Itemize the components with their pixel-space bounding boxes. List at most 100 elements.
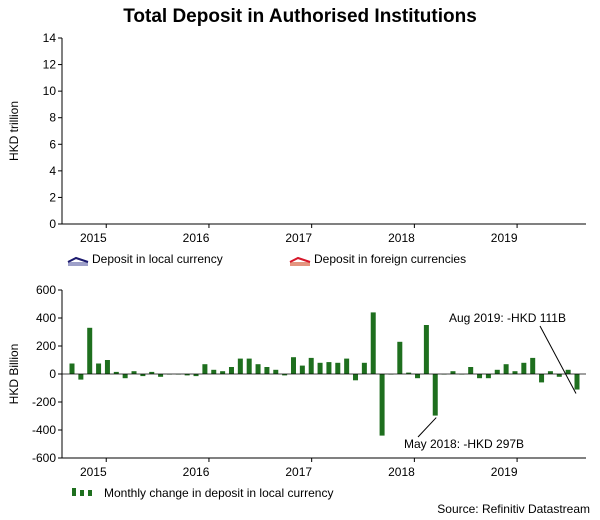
- bar-monthly-change: [299, 365, 305, 374]
- bar-monthly-change: [273, 369, 279, 374]
- bar-monthly-change: [149, 371, 155, 374]
- bar-monthly-change: [228, 367, 234, 374]
- bar-monthly-change: [468, 367, 474, 374]
- top-y-tick-label: 0: [49, 217, 56, 231]
- bar-monthly-change: [264, 367, 270, 374]
- bar-monthly-change: [69, 363, 75, 374]
- bottom-y-tick-label: -400: [32, 423, 56, 437]
- top-x-tick-label: 2019: [491, 231, 518, 245]
- bottom-legend: Monthly change in deposit in local curre…: [72, 486, 333, 500]
- legend-label-local: Deposit in local currency: [92, 252, 223, 266]
- bar-monthly-change: [406, 372, 412, 374]
- bottom-axes: -600 -400 -200 0 200 400 600 2015 2016 2017 2018 20…: [32, 283, 586, 479]
- legend-swatch-local: [67, 256, 89, 266]
- bottom-y-tick-label: 0: [49, 367, 56, 381]
- annotations: Aug 2019: -HKD 111B May 2018: -HKD 297B: [404, 311, 577, 451]
- bar-monthly-change: [96, 363, 102, 374]
- top-x-tick-label: 2018: [388, 231, 415, 245]
- bar-monthly-change: [521, 362, 527, 374]
- bottom-x-tick-label: 2019: [491, 465, 518, 479]
- source-note: Source: Refinitiv Datastream: [437, 502, 590, 516]
- bar-monthly-change: [565, 369, 571, 374]
- bottom-y-tick-label: 200: [36, 339, 56, 353]
- bar-monthly-change: [326, 362, 332, 374]
- bar-monthly-change: [317, 362, 323, 374]
- top-x-tick-label: 2017: [285, 231, 312, 245]
- legend-label-bars: Monthly change in deposit in local curre…: [104, 486, 333, 500]
- bar-monthly-change: [547, 371, 553, 374]
- bar-monthly-change: [78, 374, 84, 380]
- bar-monthly-change: [432, 374, 438, 416]
- bar-monthly-change: [290, 357, 296, 374]
- deposit-area-chart: 0 2 4 6 8 10 12 14 2015 2016 2017 2018 2019 HKD tril…: [7, 31, 586, 245]
- bar-monthly-change: [450, 371, 456, 374]
- bar-monthly-change: [220, 371, 226, 374]
- bar-monthly-change: [539, 374, 545, 383]
- legend-bar-2: [80, 490, 84, 496]
- bar-monthly-change: [211, 369, 217, 374]
- legend-swatch-foreign-line: [289, 256, 311, 263]
- leader-may-2018: [417, 417, 437, 438]
- top-y-tick-label: 2: [49, 190, 56, 204]
- bar-monthly-change: [308, 357, 314, 374]
- bar-monthly-change: [415, 374, 421, 379]
- top-y-tick-label: 12: [43, 58, 57, 72]
- legend-swatch-foreign-fill: [290, 262, 310, 266]
- top-y-tick-label: 14: [43, 31, 57, 45]
- bar-monthly-change: [361, 362, 367, 374]
- annotation-aug-2019: Aug 2019: -HKD 111B: [449, 311, 566, 325]
- bottom-x-tick-label: 2018: [388, 465, 415, 479]
- bar-monthly-change: [104, 360, 110, 374]
- bar-monthly-change: [140, 374, 146, 377]
- bar-monthly-change: [246, 358, 252, 374]
- bar-monthly-change: [574, 374, 580, 390]
- bottom-x-tick-label: 2017: [285, 465, 312, 479]
- monthly-change-bar-chart: -600 -400 -200 0 200 400 600 2015 2016 2017 2018 20…: [7, 283, 586, 479]
- top-x-tick-label: 2015: [80, 231, 107, 245]
- bar-monthly-change: [485, 374, 491, 379]
- annotation-may-2018: May 2018: -HKD 297B: [404, 437, 524, 451]
- bar-layer: [69, 312, 580, 436]
- bottom-y-tick-label: -200: [32, 395, 56, 409]
- top-legend: Deposit in local currency Deposit in for…: [67, 252, 466, 266]
- bottom-x-tick-label: 2016: [183, 465, 210, 479]
- bar-monthly-change: [370, 312, 376, 374]
- bar-monthly-change: [158, 374, 164, 377]
- bar-monthly-change: [423, 325, 429, 374]
- top-y-tick-label: 8: [49, 111, 56, 125]
- plot-background: [62, 38, 586, 224]
- bar-monthly-change: [255, 364, 261, 374]
- bottom-y-tick-label: -600: [32, 451, 56, 465]
- top-y-tick-label: 4: [49, 164, 56, 178]
- top-y-tick-label: 10: [43, 84, 57, 98]
- legend-swatch-local-line: [67, 256, 89, 263]
- legend-item-foreign: Deposit in foreign currencies: [289, 252, 466, 266]
- bar-monthly-change: [184, 374, 190, 376]
- bottom-y-axis-label: HKD Billion: [7, 344, 21, 405]
- top-y-tick-label: 6: [49, 137, 56, 151]
- bar-monthly-change: [494, 369, 500, 374]
- legend-bar-3: [88, 490, 92, 496]
- bar-monthly-change: [113, 371, 119, 374]
- bar-monthly-change: [335, 362, 341, 374]
- leader-aug-2019: [539, 325, 577, 394]
- bar-monthly-change: [379, 374, 385, 436]
- bar-monthly-change: [530, 357, 536, 374]
- bar-monthly-change: [193, 374, 199, 377]
- bottom-y-tick-label: 400: [36, 311, 56, 325]
- bar-monthly-change: [237, 358, 243, 374]
- legend-swatch-foreign: [289, 256, 311, 266]
- bar-monthly-change: [122, 374, 128, 379]
- legend-label-foreign: Deposit in foreign currencies: [314, 252, 466, 266]
- bar-monthly-change: [131, 371, 137, 374]
- legend-bar-1: [72, 488, 76, 496]
- bar-monthly-change: [344, 358, 350, 374]
- legend-swatch-bars: [72, 488, 92, 496]
- bar-monthly-change: [202, 364, 208, 374]
- bar-monthly-change: [282, 374, 288, 376]
- legend-swatch-local-fill: [68, 262, 88, 266]
- bar-monthly-change: [397, 341, 403, 374]
- chart-title: Total Deposit in Authorised Institutions: [123, 6, 477, 27]
- top-x-tick-label: 2016: [183, 231, 210, 245]
